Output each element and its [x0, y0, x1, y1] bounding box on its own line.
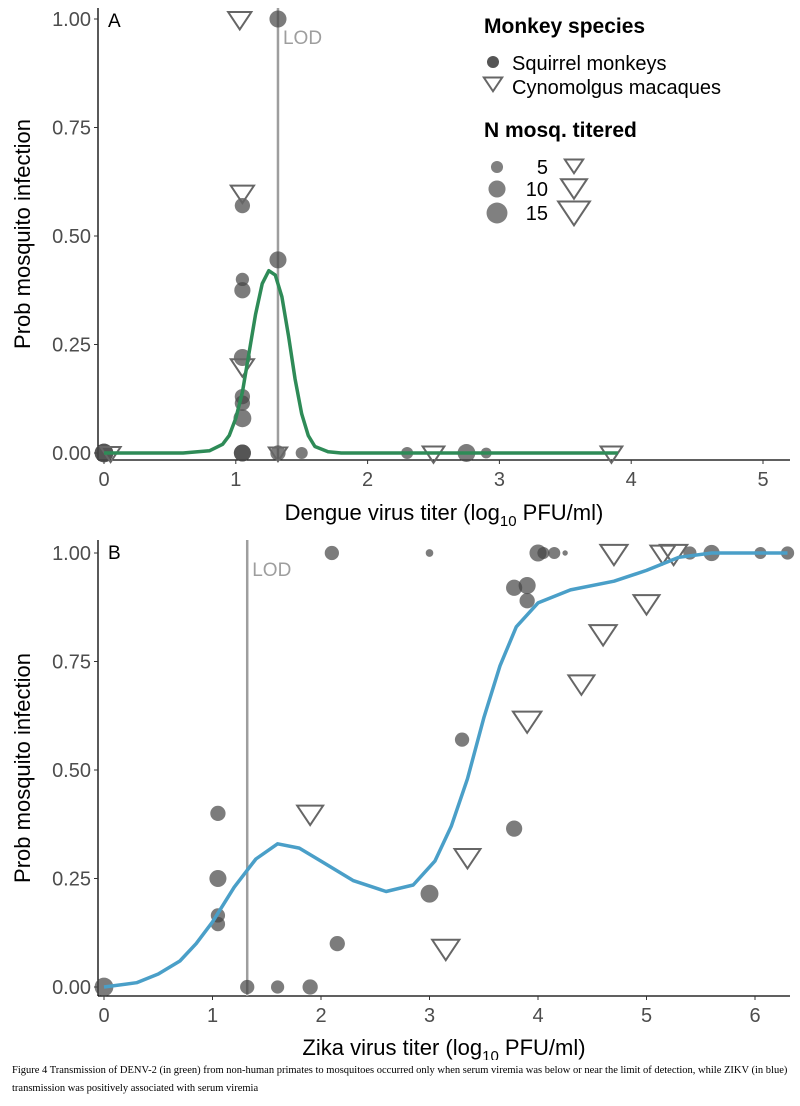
fit-curve [104, 268, 618, 455]
x-tick-label: 4 [532, 1005, 543, 1027]
y-axis-label: Prob mosquito infection [10, 653, 35, 883]
squirrel-monkey-point [562, 550, 568, 556]
x-axis-label-sub: 10 [482, 1048, 499, 1060]
legend-circle-icon [487, 56, 499, 68]
x-axis-label-main: Zika virus titer (log [302, 1035, 482, 1060]
cynomolgus-macaque-point [511, 710, 544, 735]
squirrel-monkey-point [269, 10, 287, 28]
x-axis-label-tail: PFU/ml) [499, 1035, 586, 1060]
x-axis-label-main: Dengue virus titer (log [285, 500, 500, 525]
legend-triangle-icon [481, 76, 505, 94]
squirrel-monkey-point [454, 732, 470, 747]
y-tick-label: 1.00 [52, 543, 91, 565]
x-axis-label: Zika virus titer (log10 PFU/ml) [302, 1035, 585, 1060]
x-axis-label-tail: PFU/ml) [517, 500, 604, 525]
cynomolgus-macaque-point [587, 624, 619, 648]
legend-cynomolgus-label: Cynomolgus macaques [512, 77, 721, 99]
cynomolgus-macaque-point [452, 848, 483, 871]
panel-label: A [108, 11, 121, 32]
cynomolgus-macaque-point [226, 11, 254, 32]
x-axis-label: Dengue virus titer (log10 PFU/ml) [285, 500, 604, 530]
y-tick-label: 0.75 [52, 118, 91, 140]
legend-size-label: 5 [537, 157, 548, 179]
x-tick-label: 0 [98, 469, 109, 491]
x-tick-label: 3 [494, 469, 505, 491]
x-tick-label: 5 [757, 469, 768, 491]
y-tick-label: 1.00 [52, 9, 91, 31]
y-tick-label: 0.50 [52, 226, 91, 248]
x-tick-label: 2 [362, 469, 373, 491]
y-tick-label: 0.00 [52, 443, 91, 465]
y-tick-label: 0.00 [52, 977, 91, 999]
squirrel-monkey-point [329, 935, 345, 952]
x-tick-label: 6 [749, 1005, 760, 1027]
squirrel-monkey-point [270, 980, 285, 994]
squirrel-monkey-point [518, 577, 536, 595]
legend-size-label: 15 [526, 203, 548, 225]
y-tick-label: 0.25 [52, 335, 91, 357]
cynomolgus-macaque-point [598, 543, 630, 568]
cynomolgus-macaque-point [430, 938, 462, 962]
x-tick-label: 1 [230, 469, 241, 491]
legend-squirrel-label: Squirrel monkeys [512, 53, 667, 75]
panel-label: B [108, 543, 121, 564]
legend-size-circle [490, 160, 504, 174]
x-tick-label: 1 [207, 1005, 218, 1027]
legend-size-circle [486, 202, 508, 224]
squirrel-monkey-point [233, 444, 251, 462]
y-tick-label: 0.75 [52, 652, 91, 674]
lod-label: LOD [283, 28, 322, 49]
y-tick-label: 0.25 [52, 869, 91, 891]
cynomolgus-macaque-point [566, 674, 597, 697]
legend-size-circle [488, 180, 506, 198]
x-tick-label: 2 [315, 1005, 326, 1027]
squirrel-monkey-point [240, 979, 255, 995]
cynomolgus-macaque-point [228, 184, 256, 205]
legend-size-label: 10 [526, 179, 548, 201]
x-tick-label: 3 [424, 1005, 435, 1027]
squirrel-monkey-point [324, 545, 339, 561]
panel-B: 0 1 2 3 4 5 6 0.00 0.25 0.50 0.75 1.00 Zika virus ti… [10, 540, 795, 1060]
x-tick-label: 5 [641, 1005, 652, 1027]
fit-curve [103, 551, 788, 989]
legend-species-title: Monkey species [484, 15, 645, 38]
squirrel-monkey-point [209, 869, 227, 888]
y-tick-label: 0.50 [52, 760, 91, 782]
squirrel-monkey-point [420, 884, 439, 903]
squirrel-monkey-point [295, 446, 308, 460]
figure: 0 1 2 3 4 5 0.00 0.25 0.50 0.75 1.00 Dengue virus t… [10, 8, 795, 1060]
squirrel-monkey-point [210, 805, 226, 822]
squirrel-monkey-point [780, 546, 795, 560]
squirrel-monkey-point [235, 272, 250, 287]
lod-label: LOD [252, 560, 291, 581]
squirrel-monkey-point [537, 546, 550, 560]
squirrel-monkey-point [548, 546, 561, 560]
squirrel-monkey-point [234, 282, 251, 299]
squirrel-monkey-point [425, 549, 434, 557]
squirrel-monkey-point [519, 593, 535, 609]
cynomolgus-macaque-point [266, 446, 290, 464]
legend-size-triangle [559, 178, 589, 201]
x-tick-label: 0 [98, 1005, 109, 1027]
squirrel-monkey-point [302, 979, 318, 995]
legend: Monkey species Squirrel monkeysCynomolgus… [481, 15, 721, 228]
legend-size-title: N mosq. titered [484, 119, 637, 142]
x-tick-label: 4 [626, 469, 637, 491]
legend-size-triangle [556, 200, 592, 228]
y-axis-label: Prob mosquito infection [10, 119, 35, 349]
cynomolgus-macaque-point [658, 543, 690, 568]
figure-caption: Figure 4 Transmission of DENV-2 (in gree… [12, 1065, 788, 1094]
squirrel-monkey-point [269, 251, 287, 269]
legend-size-triangle [562, 158, 586, 176]
cynomolgus-macaque-point [295, 804, 325, 827]
cynomolgus-macaque-point [631, 594, 662, 617]
squirrel-monkey-point [234, 197, 251, 214]
squirrel-monkey-point [506, 579, 523, 596]
panel-A: 0 1 2 3 4 5 0.00 0.25 0.50 0.75 1.00 Dengue virus t… [10, 8, 790, 530]
squirrel-monkey-point [506, 820, 523, 837]
x-axis-label-sub: 10 [500, 513, 517, 530]
